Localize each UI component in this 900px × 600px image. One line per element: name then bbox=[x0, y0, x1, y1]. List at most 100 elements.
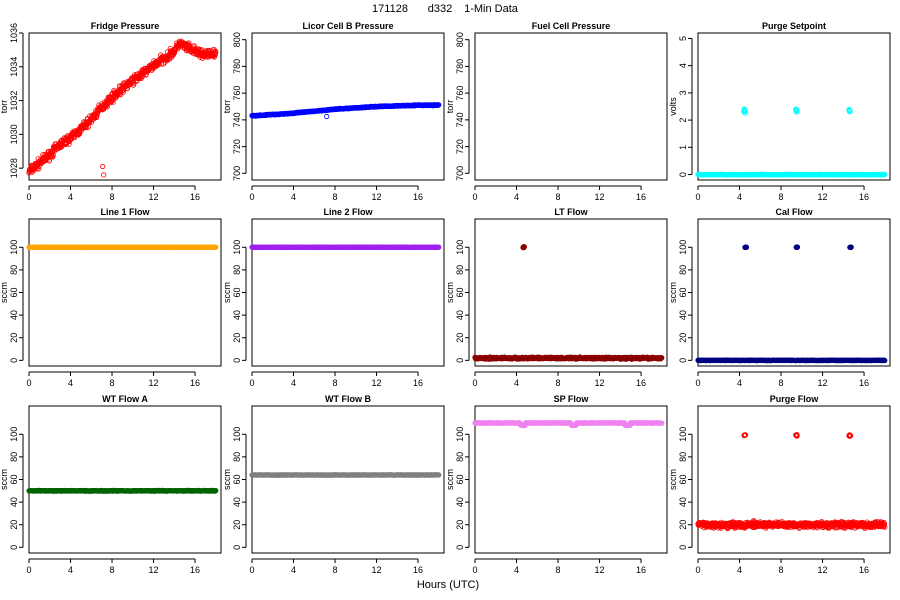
x-tick-label: 4 bbox=[68, 565, 73, 575]
panel-title: WT Flow A bbox=[102, 394, 148, 404]
x-tick-label: 16 bbox=[859, 378, 869, 388]
plot-frame bbox=[474, 32, 668, 181]
data-point bbox=[741, 108, 747, 114]
data-point bbox=[882, 357, 888, 364]
plot-frame bbox=[474, 218, 668, 367]
data-point bbox=[882, 171, 888, 178]
data-point bbox=[120, 89, 127, 95]
x-tick-label: 4 bbox=[291, 378, 296, 388]
y-axis-label: sccm bbox=[222, 282, 232, 303]
data-points bbox=[695, 244, 888, 364]
data-points bbox=[249, 472, 442, 478]
x-tick-label: 16 bbox=[859, 192, 869, 202]
data-point bbox=[793, 107, 799, 113]
data-point bbox=[743, 244, 749, 250]
x-tick-label: 16 bbox=[190, 378, 200, 388]
x-tick-label: 8 bbox=[333, 378, 338, 388]
x-tick-label: 0 bbox=[472, 192, 477, 202]
y-tick-label: 3 bbox=[678, 90, 688, 95]
y-tick-label: 60 bbox=[9, 474, 19, 484]
y-tick-label: 40 bbox=[232, 497, 242, 507]
data-point bbox=[100, 163, 106, 170]
data-point bbox=[71, 135, 78, 141]
data-point bbox=[212, 50, 219, 57]
x-tick-label: 0 bbox=[695, 192, 700, 202]
x-tick-label: 8 bbox=[110, 378, 115, 388]
data-point bbox=[436, 102, 442, 108]
y-tick-label: 80 bbox=[232, 452, 242, 462]
x-tick-label: 4 bbox=[291, 565, 296, 575]
y-tick-label: 0 bbox=[9, 358, 19, 363]
y-tick-label: 2 bbox=[678, 118, 688, 123]
x-tick-label: 8 bbox=[333, 192, 338, 202]
x-tick-label: 16 bbox=[413, 378, 423, 388]
x-tick-label: 12 bbox=[149, 192, 159, 202]
y-axis-label: sccm bbox=[445, 282, 455, 303]
x-tick-label: 0 bbox=[472, 378, 477, 388]
y-tick-label: 800 bbox=[232, 32, 242, 47]
panel-title: Fuel Cell Pressure bbox=[532, 21, 611, 31]
y-tick-label: 100 bbox=[232, 240, 242, 255]
y-tick-label: 80 bbox=[455, 265, 465, 275]
y-tick-label: 760 bbox=[232, 86, 242, 101]
x-tick-label: 12 bbox=[595, 378, 605, 388]
plot-frame bbox=[28, 32, 222, 181]
y-tick-label: 80 bbox=[232, 265, 242, 275]
plot-frame bbox=[251, 405, 445, 554]
y-tick-label: 100 bbox=[9, 240, 19, 255]
y-tick-label: 800 bbox=[455, 32, 465, 47]
x-tick-label: 0 bbox=[26, 192, 31, 202]
x-tick-label: 0 bbox=[26, 565, 31, 575]
y-tick-label: 20 bbox=[455, 333, 465, 343]
y-tick-label: 740 bbox=[232, 112, 242, 127]
x-tick-label: 12 bbox=[372, 565, 382, 575]
x-tick-label: 8 bbox=[779, 378, 784, 388]
y-tick-label: 100 bbox=[9, 427, 19, 442]
y-tick-label: 0 bbox=[678, 172, 688, 177]
x-tick-label: 4 bbox=[68, 192, 73, 202]
data-points bbox=[26, 244, 219, 251]
data-point bbox=[793, 244, 800, 250]
x-tick-label: 4 bbox=[737, 378, 742, 388]
y-tick-label: 720 bbox=[455, 139, 465, 154]
x-tick-label: 4 bbox=[291, 192, 296, 202]
data-point bbox=[213, 48, 219, 55]
y-tick-label: 100 bbox=[232, 427, 242, 442]
y-tick-label: 60 bbox=[9, 287, 19, 297]
y-tick-label: 80 bbox=[678, 265, 688, 275]
x-tick-label: 12 bbox=[595, 192, 605, 202]
y-tick-label: 1032 bbox=[9, 91, 19, 111]
y-axis-label: torr bbox=[222, 100, 232, 114]
y-tick-label: 1034 bbox=[9, 57, 19, 77]
x-tick-label: 8 bbox=[556, 192, 561, 202]
data-points bbox=[472, 244, 665, 362]
y-tick-label: 20 bbox=[9, 520, 19, 530]
data-point bbox=[793, 109, 799, 115]
x-tick-label: 0 bbox=[249, 378, 254, 388]
y-tick-label: 780 bbox=[232, 59, 242, 74]
y-tick-label: 4 bbox=[678, 63, 688, 68]
y-tick-label: 0 bbox=[678, 358, 688, 363]
x-tick-label: 12 bbox=[372, 378, 382, 388]
x-tick-label: 8 bbox=[779, 192, 784, 202]
y-tick-label: 0 bbox=[232, 358, 242, 363]
data-points bbox=[26, 38, 219, 178]
data-points bbox=[249, 244, 442, 251]
x-tick-label: 16 bbox=[636, 378, 646, 388]
y-tick-label: 20 bbox=[678, 333, 688, 343]
y-tick-label: 760 bbox=[455, 86, 465, 101]
plot-frame bbox=[28, 405, 222, 554]
x-tick-label: 8 bbox=[110, 192, 115, 202]
x-tick-label: 8 bbox=[110, 565, 115, 575]
data-point bbox=[94, 113, 100, 119]
figure-title-run: d332 bbox=[428, 3, 452, 15]
panel-title: Cal Flow bbox=[775, 207, 813, 217]
y-tick-label: 100 bbox=[678, 240, 688, 255]
y-tick-label: 40 bbox=[678, 310, 688, 320]
data-point bbox=[742, 109, 748, 115]
y-tick-label: 0 bbox=[232, 545, 242, 550]
